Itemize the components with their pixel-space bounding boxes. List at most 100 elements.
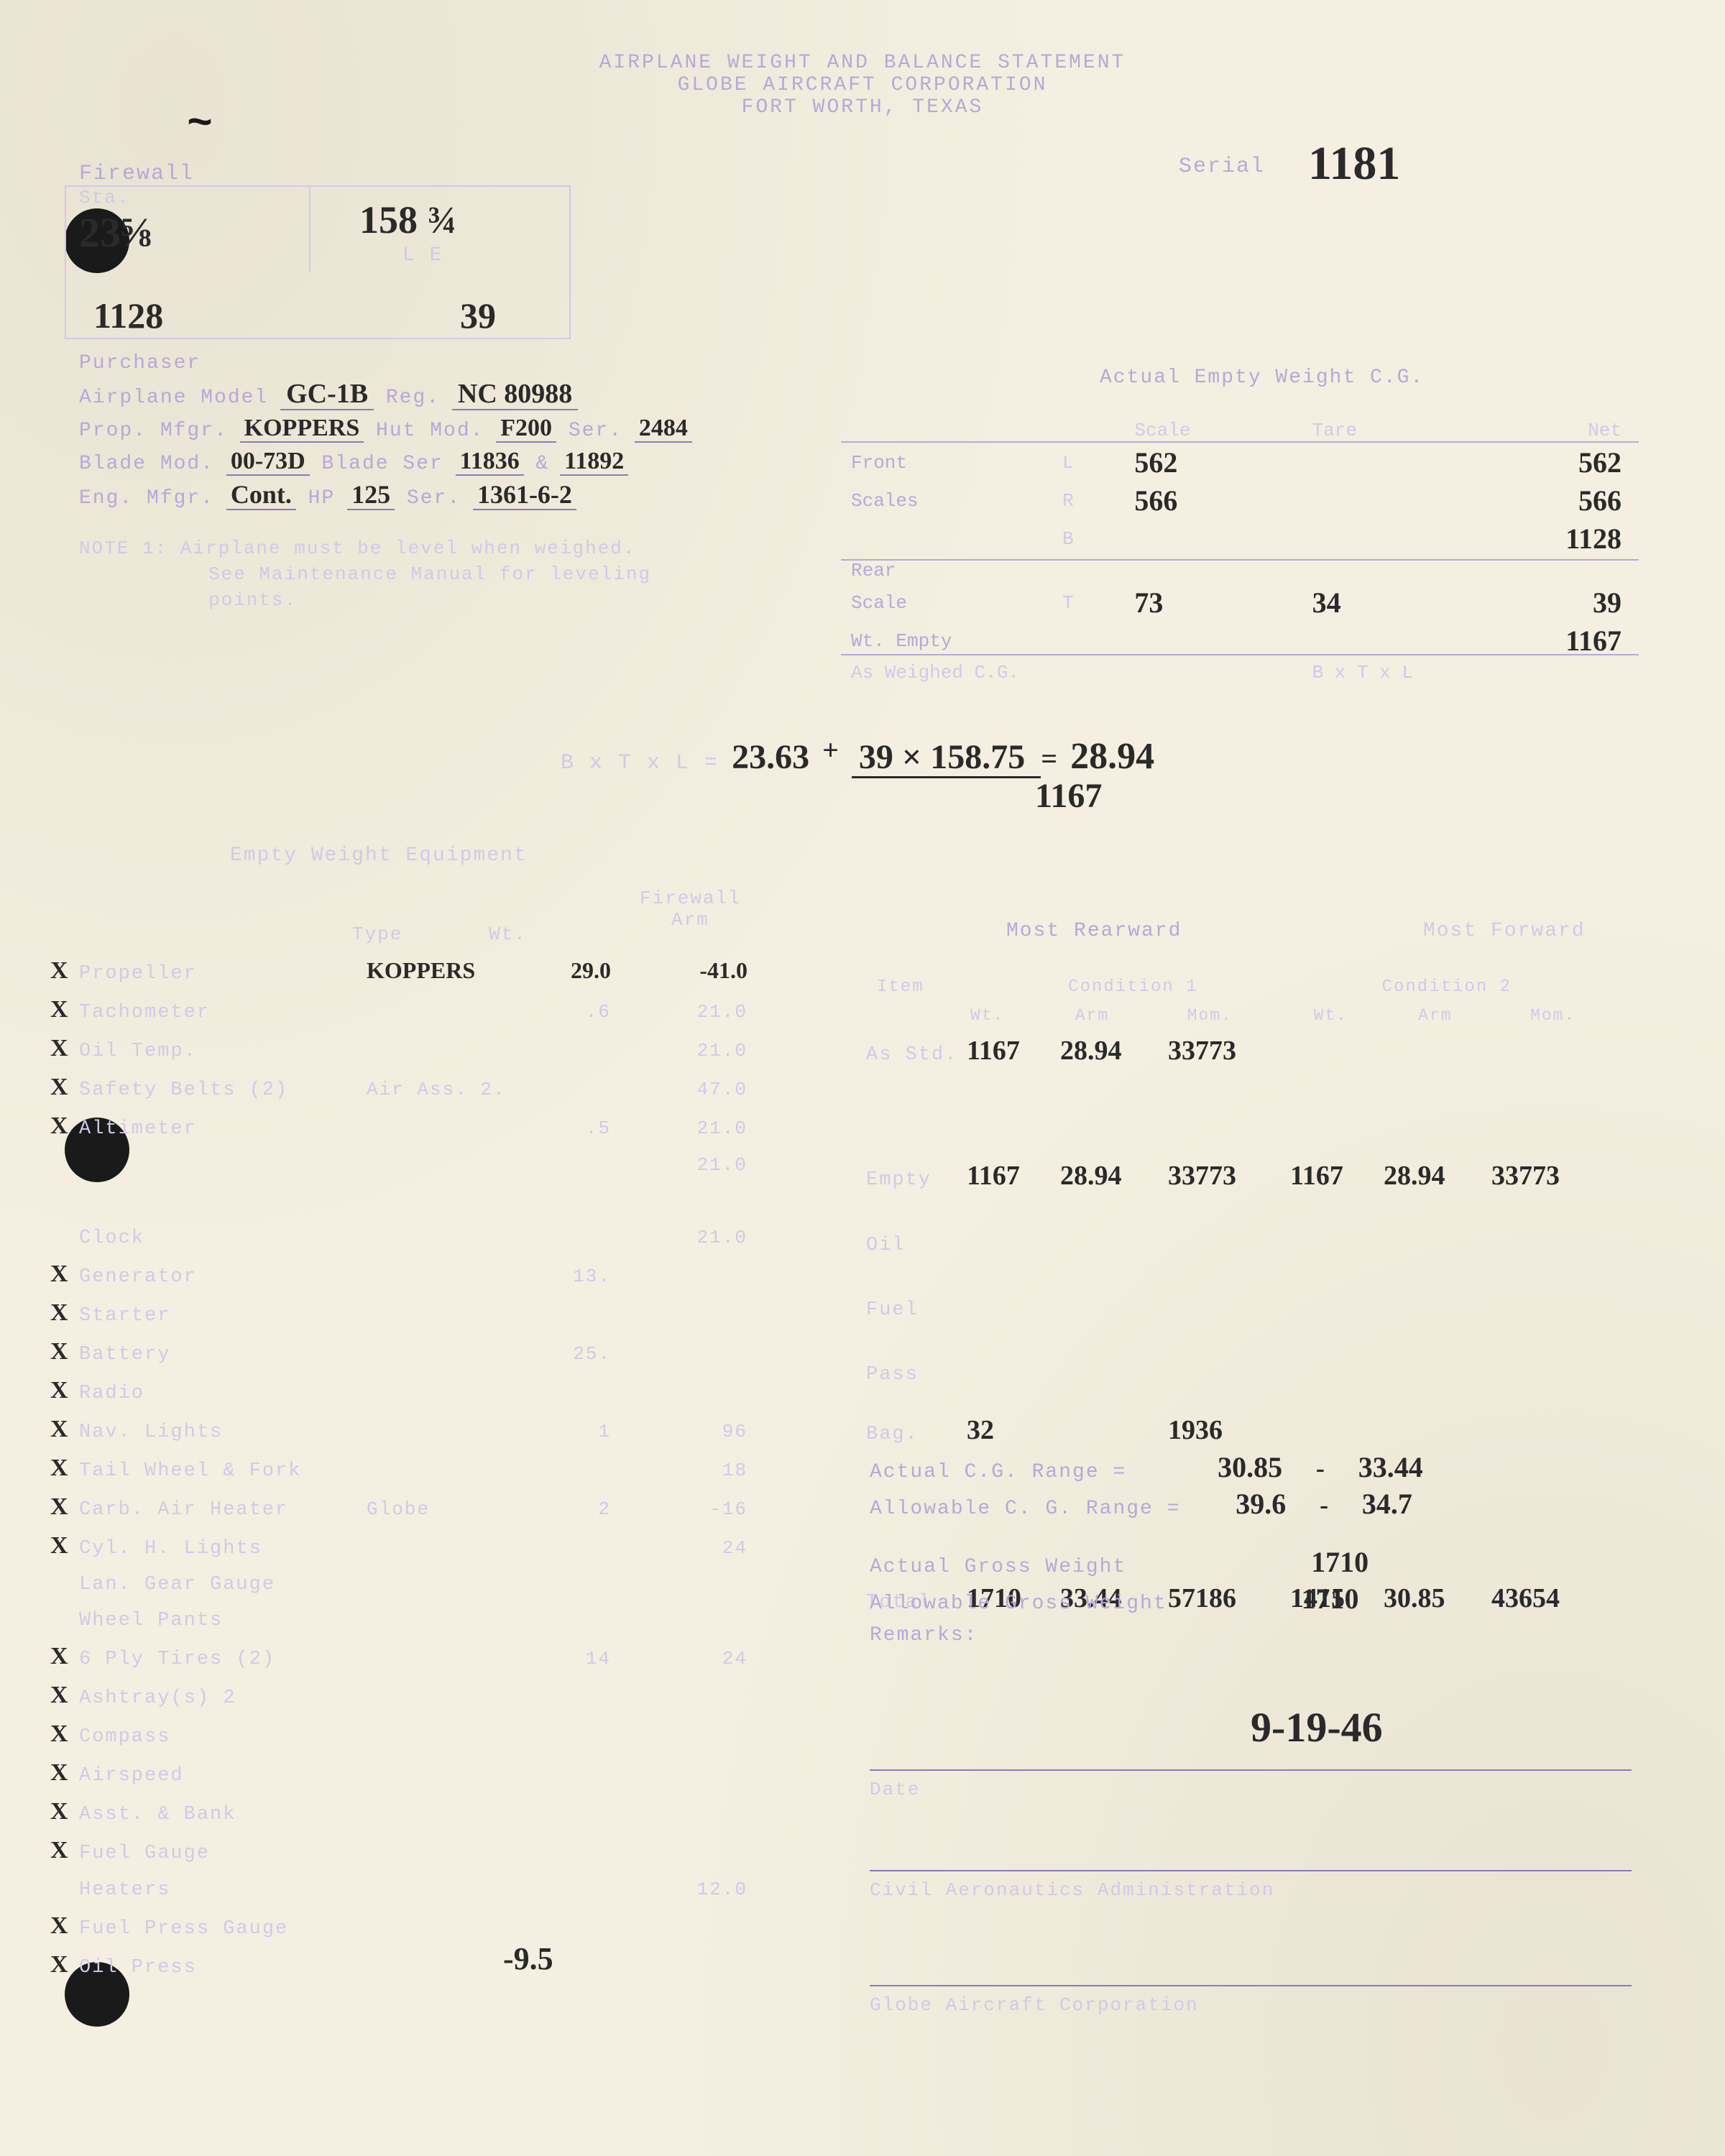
cell-value: 562 xyxy=(1454,444,1630,481)
hut-mod-label: Hut Mod. xyxy=(376,420,484,442)
check-mark: X xyxy=(50,1908,79,1944)
equip-bottom-number: -9.5 xyxy=(503,1940,553,1977)
check-mark: X xyxy=(50,992,79,1028)
hut-mod-value: F200 xyxy=(496,415,556,443)
cg-row-label: Fuel xyxy=(866,1299,967,1321)
equipment-row: Clock21.0 xyxy=(50,1220,812,1256)
cg-cell: 1167 xyxy=(967,1035,1060,1067)
equip-name: Safety Belts (2) xyxy=(79,1072,367,1108)
equip-arm: 21.0 xyxy=(611,1033,748,1069)
check-mark: X xyxy=(50,1256,79,1292)
allow-cg-hi: 34.7 xyxy=(1362,1488,1412,1520)
cg-cell: 28.94 xyxy=(1060,1035,1168,1067)
cg-row: Empty116728.9433773116728.9433773 xyxy=(866,1160,1606,1192)
eng-ser-label: Ser. xyxy=(407,487,461,510)
calc-result: 28.94 xyxy=(1070,736,1154,777)
as-weighed-label: As Weighed C.G. xyxy=(842,660,1302,685)
equip-name: 6 Ply Tires (2) xyxy=(79,1641,367,1677)
equipment-row: XTachometer.621.0 xyxy=(50,992,812,1031)
row-label: Scale xyxy=(842,584,1052,621)
cell-value: 562 xyxy=(1126,444,1302,481)
actual-empty-table: Scale Tare Net Front L 562 562 Scales R … xyxy=(841,417,1632,686)
firewall-label: Firewall xyxy=(79,162,194,186)
cg-cell: 28.94 xyxy=(1384,1160,1491,1192)
equipment-row: XCarb. Air HeaterGlobe2-16 xyxy=(50,1489,812,1528)
equip-type: KOPPERS xyxy=(367,952,510,988)
cg-cell: 33773 xyxy=(1168,1035,1290,1067)
row-sub: B xyxy=(1054,520,1124,557)
equipment-row: XSafety Belts (2)Air Ass. 2.47.0 xyxy=(50,1069,812,1108)
cg-row: As Std.116728.9433773 xyxy=(866,1035,1606,1067)
check-mark: X xyxy=(50,1639,79,1674)
equipment-row: XOil Press xyxy=(50,1947,812,1986)
equip-name: Generator xyxy=(79,1259,367,1295)
equip-arm: 24 xyxy=(611,1641,748,1677)
equip-arm: 12.0 xyxy=(611,1871,748,1907)
equipment-row: XAirspeed xyxy=(50,1755,812,1794)
equip-name: Lan. Gear Gauge xyxy=(79,1567,367,1603)
equip-arm: 18 xyxy=(611,1452,748,1488)
equip-wt: 1 xyxy=(510,1414,611,1450)
equip-arm: 47.0 xyxy=(611,1072,748,1107)
equipment-row: XAltimeter.521.0 xyxy=(50,1108,812,1147)
allow-gw-label: Allowable Gross Weight xyxy=(870,1593,1167,1615)
cell-value: 34 xyxy=(1304,584,1453,621)
cg-row: Bag.321936 xyxy=(866,1414,1606,1446)
reg-value: NC 80988 xyxy=(452,379,578,410)
equipment-row: XStarter xyxy=(50,1295,812,1334)
equipment-list: XPropellerKOPPERS29.0-41.0XTachometer.62… xyxy=(50,952,812,1986)
actual-empty-title: Actual Empty Weight C.G. xyxy=(1100,367,1424,389)
equip-col-arm: FirewallArm xyxy=(640,888,741,931)
equip-arm: 21.0 xyxy=(611,994,748,1030)
equipment-row: 21.0 xyxy=(50,1147,812,1184)
actual-gw-label: Actual Gross Weight xyxy=(870,1556,1126,1578)
equipment-row: Wheel Pants xyxy=(50,1603,812,1639)
equipment-row: XCompass xyxy=(50,1716,812,1755)
date-value: 9-19-46 xyxy=(1251,1703,1383,1751)
check-mark: X xyxy=(50,1108,79,1144)
cg-row-label: Bag. xyxy=(866,1424,967,1445)
equipment-row: XFuel Gauge xyxy=(50,1833,812,1871)
equip-name: Carb. Air Heater xyxy=(79,1492,367,1528)
cg-cell: 1167 xyxy=(1290,1160,1384,1192)
equipment-row: XCyl. H. Lights24 xyxy=(50,1528,812,1567)
cell-value: 566 xyxy=(1126,482,1302,519)
allow-cg-lo: 39.6 xyxy=(1192,1488,1286,1520)
equipment-row: XRadio xyxy=(50,1373,812,1411)
equipment-row: XNav. Lights196 xyxy=(50,1411,812,1450)
ranges-block: Actual C.G. Range = 30.85 - 33.44 Allowa… xyxy=(870,1452,1423,1651)
equip-name: Oil Press xyxy=(79,1950,367,1986)
header-location: FORT WORTH, TEXAS xyxy=(0,96,1725,119)
reg-label: Reg. xyxy=(386,387,440,409)
globe-rule xyxy=(870,1984,1632,1986)
allow-cg-label: Allowable C. G. Range = xyxy=(870,1498,1180,1520)
equip-name: Altimeter xyxy=(79,1111,367,1147)
blade-ser-value1: 11836 xyxy=(456,448,524,476)
equip-type: Air Ass. 2. xyxy=(367,1072,510,1107)
equipment-row: XTail Wheel & Fork18 xyxy=(50,1450,812,1489)
check-mark: X xyxy=(50,1411,79,1447)
check-mark: X xyxy=(50,1755,79,1791)
rule xyxy=(841,654,1639,655)
check-mark: X xyxy=(50,1947,79,1983)
eng-mfgr-value: Cont. xyxy=(226,480,296,510)
cell-value: 566 xyxy=(1454,482,1630,519)
equip-arm: 24 xyxy=(611,1530,748,1566)
equip-arm: 21.0 xyxy=(611,1220,748,1256)
row-sub: L xyxy=(1054,444,1124,481)
cell-value: 73 xyxy=(1126,584,1302,621)
globe-label: Globe Aircraft Corporation xyxy=(870,1994,1199,2016)
check-mark: X xyxy=(50,1716,79,1752)
check-mark: X xyxy=(50,1528,79,1564)
equipment-row: Heaters12.0 xyxy=(50,1871,812,1908)
equip-name: Propeller xyxy=(79,956,367,992)
cg-row: Fuel xyxy=(866,1299,1606,1321)
serial-value: 1181 xyxy=(1308,137,1400,191)
row-sub: R xyxy=(1054,482,1124,519)
equip-wt: .5 xyxy=(510,1110,611,1146)
blade-mod-value: 00-73D xyxy=(226,448,310,476)
cg-col-rearward: Most Rearward xyxy=(1006,920,1182,942)
row-label: Rear xyxy=(842,558,1052,583)
caa-rule xyxy=(870,1869,1632,1871)
calc-line: B x T x L = 23.63 + 39 × 158.75 = 28.94 xyxy=(561,733,1154,778)
